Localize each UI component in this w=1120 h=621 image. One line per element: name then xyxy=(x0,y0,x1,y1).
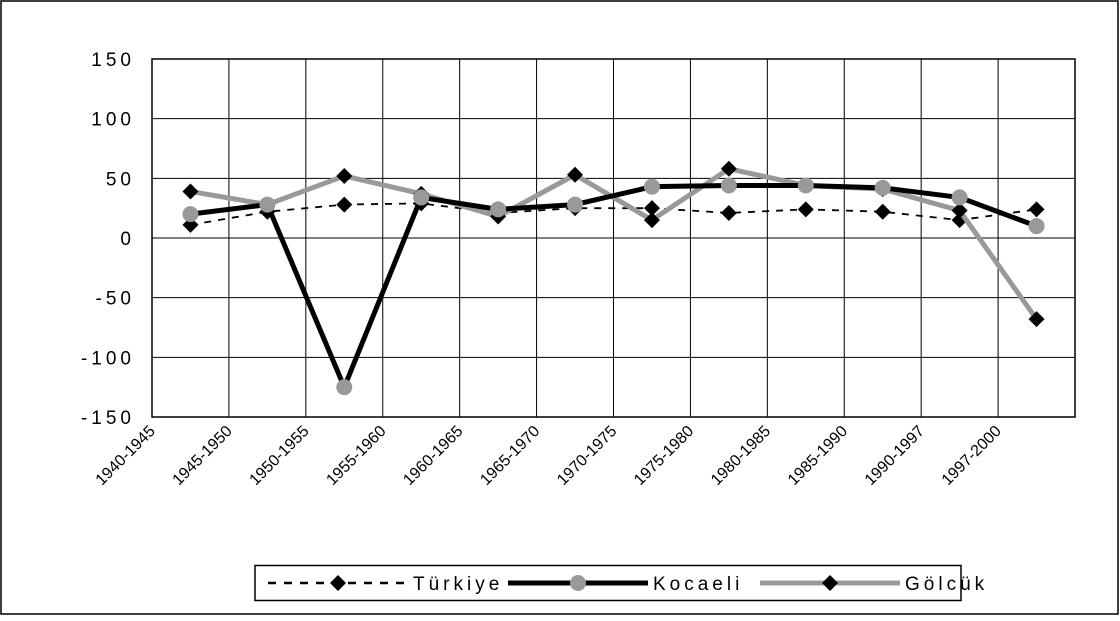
series-1 xyxy=(182,177,1045,396)
y-tick-label: 0 xyxy=(120,229,135,250)
data-point xyxy=(182,183,199,200)
data-point xyxy=(567,196,584,213)
data-point xyxy=(720,160,737,177)
y-tick-label: -100 xyxy=(81,348,135,369)
data-point xyxy=(797,201,814,218)
data-point xyxy=(567,166,584,183)
legend-label: Gölcük xyxy=(905,574,988,595)
legend-marker xyxy=(330,575,346,591)
data-point xyxy=(720,204,737,221)
legend-label: Kocaeli xyxy=(653,574,743,595)
data-point xyxy=(874,179,891,196)
data-point xyxy=(182,206,199,223)
data-point xyxy=(874,203,891,220)
data-point xyxy=(720,177,737,194)
data-point xyxy=(490,201,507,218)
series-line xyxy=(190,182,1038,390)
data-point xyxy=(1028,218,1045,235)
series-group xyxy=(182,160,1045,396)
data-point xyxy=(1028,311,1045,328)
data-point xyxy=(336,167,353,184)
legend-label: Türkiye xyxy=(413,574,503,595)
y-tick-label: 150 xyxy=(91,50,135,71)
y-tick-label: -150 xyxy=(81,408,135,429)
data-point xyxy=(951,189,968,206)
y-axis: 150 100 50 0 -50 -100 -150 xyxy=(81,50,135,429)
data-point xyxy=(413,189,430,206)
series-line xyxy=(190,202,1037,226)
data-point xyxy=(951,202,968,219)
data-point xyxy=(259,196,276,213)
y-tick-label: 100 xyxy=(91,110,135,131)
legend-item: Türkiye xyxy=(268,574,503,595)
legend-item: Kocaeli xyxy=(508,574,743,595)
data-point xyxy=(1028,201,1045,218)
data-point xyxy=(336,379,353,396)
y-tick-label: -50 xyxy=(96,289,135,310)
legend-marker xyxy=(822,575,838,591)
legend-marker xyxy=(570,575,586,591)
data-point xyxy=(643,212,660,229)
data-point xyxy=(797,177,814,194)
data-point xyxy=(643,178,660,195)
data-point xyxy=(336,196,353,213)
plot-area xyxy=(151,58,1076,418)
y-tick-label: 50 xyxy=(106,169,135,190)
data-point xyxy=(643,200,660,217)
legend-item: Gölcük xyxy=(760,574,988,595)
legend: Türkiye Kocaeli Gölcük xyxy=(254,564,988,602)
